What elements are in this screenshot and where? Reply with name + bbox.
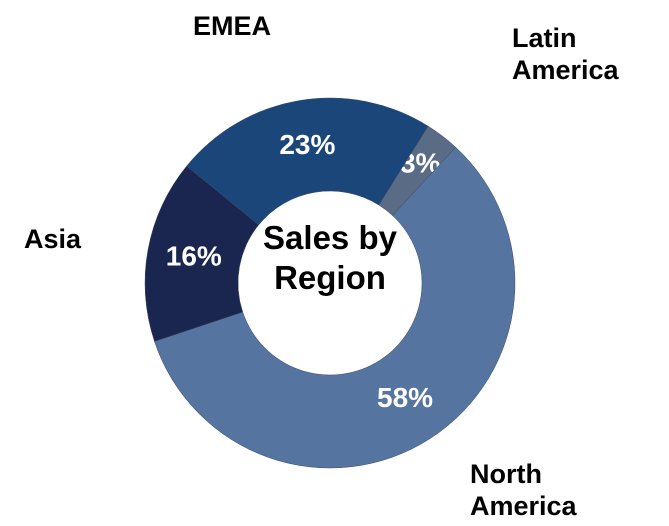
value-label: 23% [279, 129, 335, 160]
value-label: 16% [166, 240, 222, 271]
value-label: 58% [377, 382, 433, 413]
slice [144, 165, 260, 342]
category-label: Asia [24, 224, 82, 254]
slice [154, 146, 516, 469]
category-label: Latin America [512, 23, 619, 85]
slice [186, 97, 429, 226]
category-label: EMEA [193, 11, 272, 41]
category-label: North America [470, 459, 577, 521]
chart-title: Sales by Region [263, 219, 397, 296]
